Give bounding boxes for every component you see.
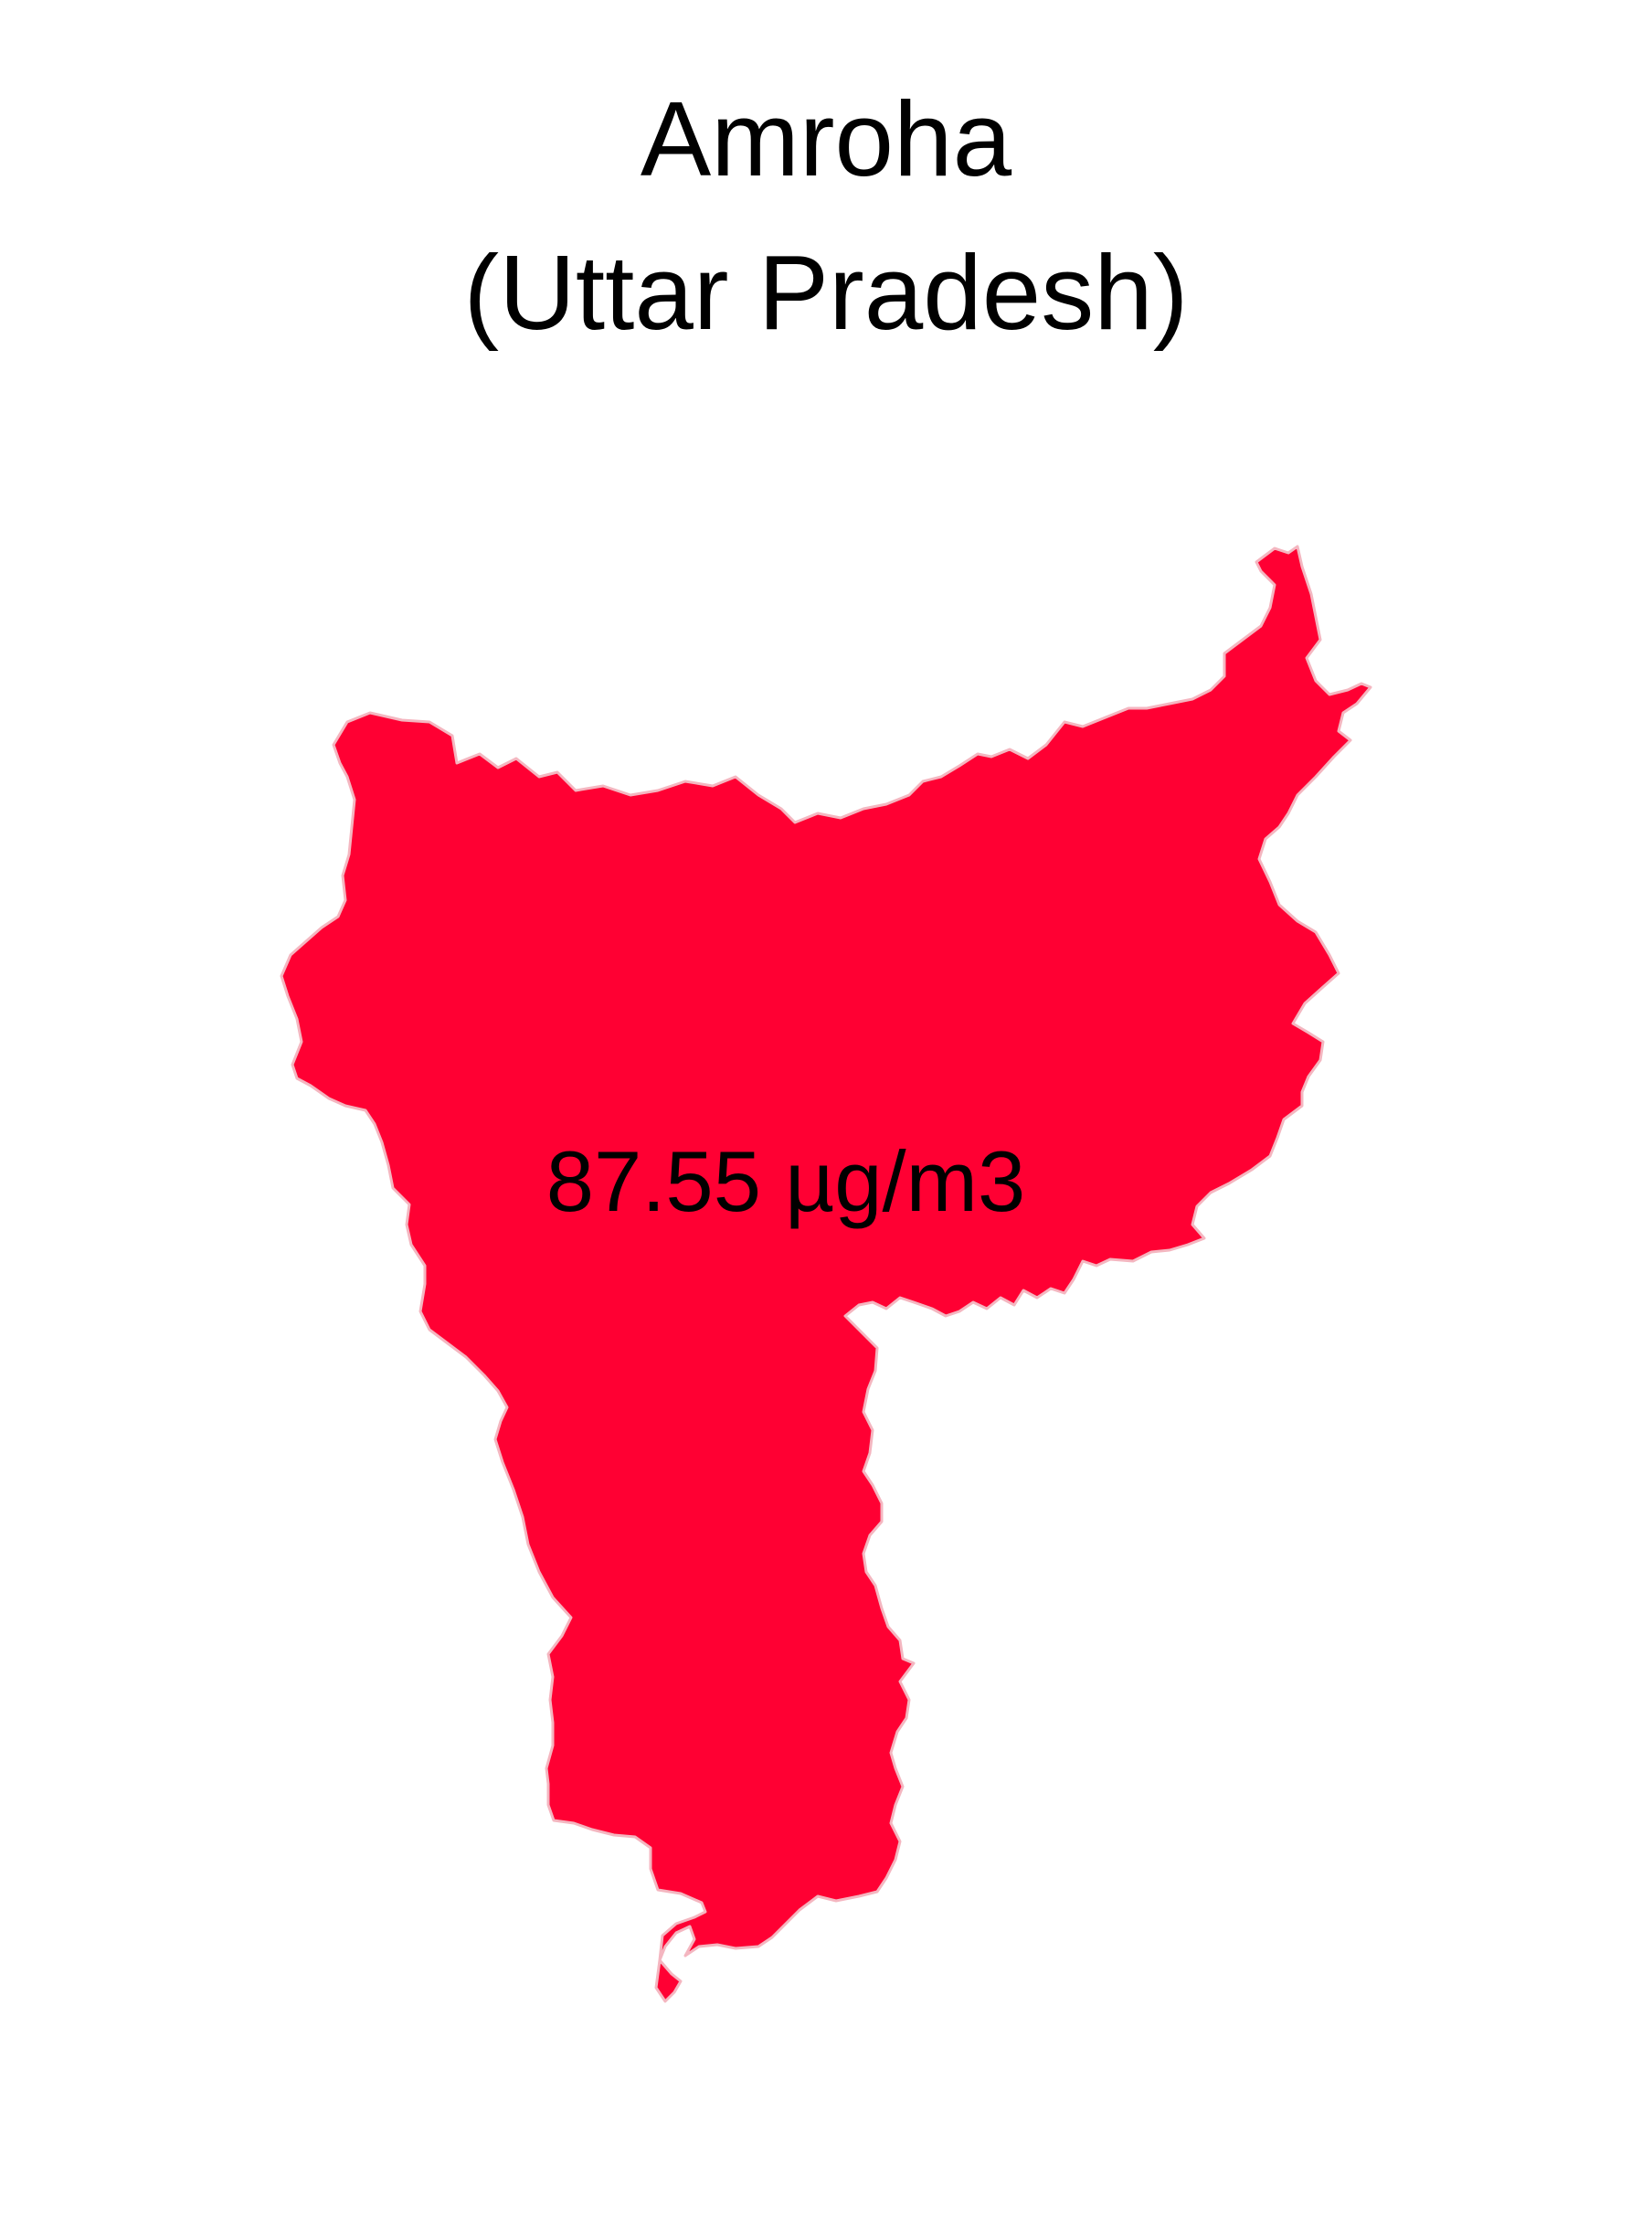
map-title: Amroha (Uttar Pradesh) [0,62,1652,369]
district-shape-amroha [280,545,1372,2003]
title-state: (Uttar Pradesh) [463,233,1189,352]
title-district: Amroha [640,80,1012,198]
region-value-label: 87.55 µg/m3 [546,1133,1025,1229]
